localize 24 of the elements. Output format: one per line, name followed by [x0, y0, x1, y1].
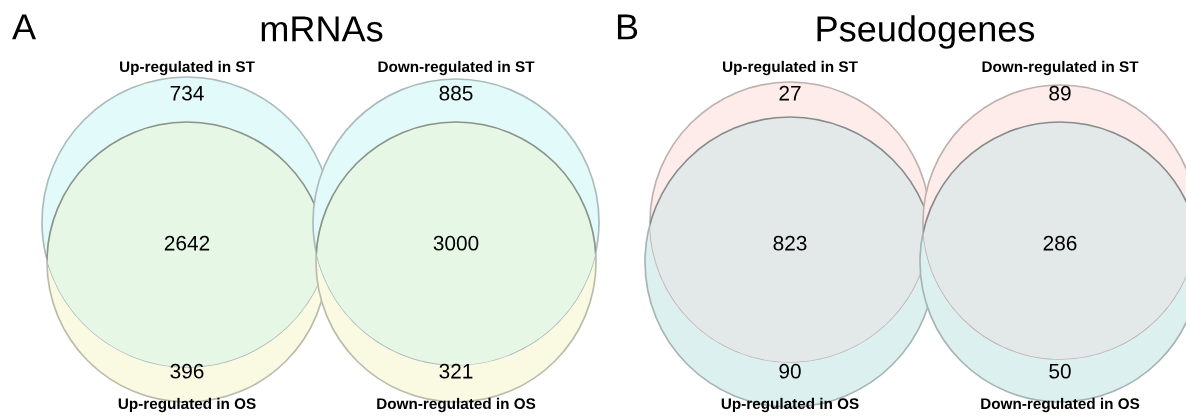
text: Down-regulated in OS	[981, 397, 1140, 413]
data-label: 286	[1043, 235, 1077, 251]
text: mRNAs	[261, 16, 383, 42]
data-label: 321	[439, 363, 473, 379]
text: Up-regulated in OS	[721, 397, 859, 413]
text: Up-regulated in OS	[118, 397, 256, 413]
text: Up-regulated in ST	[120, 60, 255, 76]
data-label: 734	[170, 85, 204, 101]
data-label: 90	[779, 363, 801, 379]
data-label: 885	[439, 85, 473, 101]
text: B	[617, 14, 638, 40]
text: Up-regulated in ST	[723, 60, 858, 76]
data-label: 27	[779, 85, 801, 101]
data-label: 396	[170, 363, 204, 379]
data-label: 50	[1049, 363, 1071, 379]
data-label: 89	[1049, 85, 1071, 101]
text: Pseudogenes	[817, 15, 1035, 49]
text: Down-regulated in ST	[378, 60, 535, 76]
data-label: 823	[773, 235, 807, 251]
data-label: 2642	[164, 235, 210, 251]
text: A	[12, 14, 37, 40]
data-label: 3000	[433, 235, 479, 251]
text: Down-regulated in ST	[982, 60, 1139, 76]
text: Down-regulated in OS	[377, 397, 536, 413]
